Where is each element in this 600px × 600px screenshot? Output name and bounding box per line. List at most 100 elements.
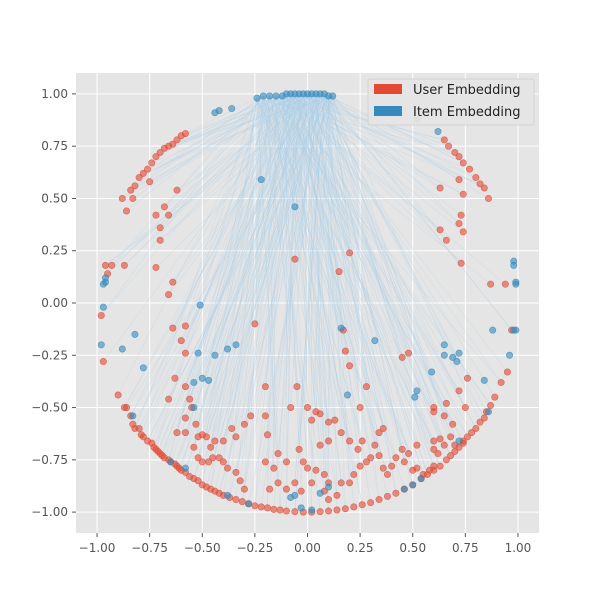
user-embedding-point (169, 278, 177, 286)
user-embedding-point (459, 159, 467, 167)
embedding-link (324, 93, 445, 417)
user-embedding-point (346, 437, 354, 445)
user-embedding-point (341, 347, 349, 355)
embedding-link (303, 93, 441, 440)
y-tick-label: 0.25 (41, 244, 68, 258)
embedding-link (290, 93, 485, 419)
embedding-link (273, 93, 308, 510)
embedding-link (294, 93, 418, 446)
user-embedding-point (346, 479, 354, 487)
user-embedding-point (457, 211, 465, 219)
embedding-link (302, 93, 308, 408)
user-embedding-point (207, 443, 215, 451)
embedding-link (132, 93, 287, 199)
user-embedding-point (442, 236, 450, 244)
user-embedding-point (442, 399, 450, 407)
user-embedding-point (165, 211, 173, 219)
embedding-link (281, 95, 350, 442)
embedding-link (260, 93, 321, 507)
user-embedding-point (472, 174, 480, 182)
embedding-link (185, 93, 312, 354)
embedding-link (269, 95, 439, 454)
embedding-link (298, 93, 321, 450)
embedding-link (286, 93, 435, 467)
x-tick-label: 0.25 (347, 541, 374, 555)
user-embedding-point (388, 462, 396, 470)
embedding-link (124, 93, 296, 408)
embedding-link (281, 95, 329, 423)
embedding-link (157, 93, 300, 452)
user-embedding-point (211, 437, 219, 445)
user-embedding-point (190, 443, 198, 451)
embedding-link (201, 95, 283, 485)
user-embedding-point (282, 507, 290, 515)
embedding-link (302, 93, 329, 512)
embedding-link (275, 95, 464, 442)
embedding-link (311, 93, 367, 387)
embedding-link (134, 95, 277, 429)
item-embedding-point (139, 364, 147, 372)
embedding-link (206, 95, 334, 437)
embedding-link (294, 93, 447, 404)
embedding-link (315, 95, 329, 412)
user-embedding-point (266, 485, 274, 493)
item-embedding-point (99, 280, 107, 288)
embedding-link (281, 95, 453, 425)
embedding-link (269, 95, 388, 475)
embedding-link (324, 93, 435, 471)
user-embedding-point (261, 458, 269, 466)
embedding-link (282, 95, 464, 195)
embedding-link (275, 95, 445, 141)
embedding-link (302, 93, 336, 421)
embedding-link (290, 93, 451, 456)
user-embedding-point (120, 261, 128, 269)
embedding-link (176, 93, 325, 191)
user-embedding-point (346, 362, 354, 370)
user-embedding-point (152, 263, 160, 271)
user-embedding-point (392, 454, 400, 462)
embedding-link (159, 93, 317, 241)
user-embedding-point (152, 153, 160, 161)
x-tick-label: 1.00 (505, 541, 532, 555)
embedding-link (269, 95, 367, 462)
user-embedding-point (232, 496, 240, 504)
user-embedding-point (219, 437, 227, 445)
embedding-link (256, 97, 422, 479)
embedding-link (168, 93, 291, 216)
user-embedding-point (472, 424, 480, 432)
user-embedding-point (291, 508, 299, 516)
embedding-link (324, 93, 464, 164)
embedding-link (269, 95, 464, 195)
item-embedding-point (224, 491, 232, 499)
item-embedding-point (167, 458, 175, 466)
user-embedding-point (392, 489, 400, 497)
embedding-link (197, 93, 325, 481)
embedding-link (189, 95, 329, 400)
item-embedding-point (510, 261, 518, 269)
embedding-link (286, 93, 308, 469)
user-embedding-point (165, 291, 173, 299)
user-embedding-point (291, 479, 299, 487)
user-embedding-point (341, 505, 349, 513)
embedding-link (130, 93, 312, 191)
embedding-link (294, 93, 325, 483)
embedding-link (256, 98, 279, 483)
embedding-link (332, 95, 409, 354)
user-embedding-point (426, 466, 434, 474)
user-embedding-point (205, 458, 213, 466)
user-embedding-point (135, 424, 143, 432)
embedding-link (286, 93, 464, 444)
embedding-link (168, 93, 321, 295)
legend: User Embedding Item Embedding (367, 78, 535, 126)
embedding-link (181, 93, 287, 137)
user-embedding-point (148, 159, 156, 167)
embedding-link (267, 93, 291, 435)
item-embedding-point (480, 376, 488, 384)
embedding-link (147, 95, 329, 170)
embedding-link (298, 93, 502, 383)
embedding-link (315, 93, 460, 448)
embedding-link (147, 93, 325, 442)
embedding-link (103, 93, 300, 362)
embedding-link (269, 95, 445, 141)
item-embedding-point (409, 481, 417, 489)
